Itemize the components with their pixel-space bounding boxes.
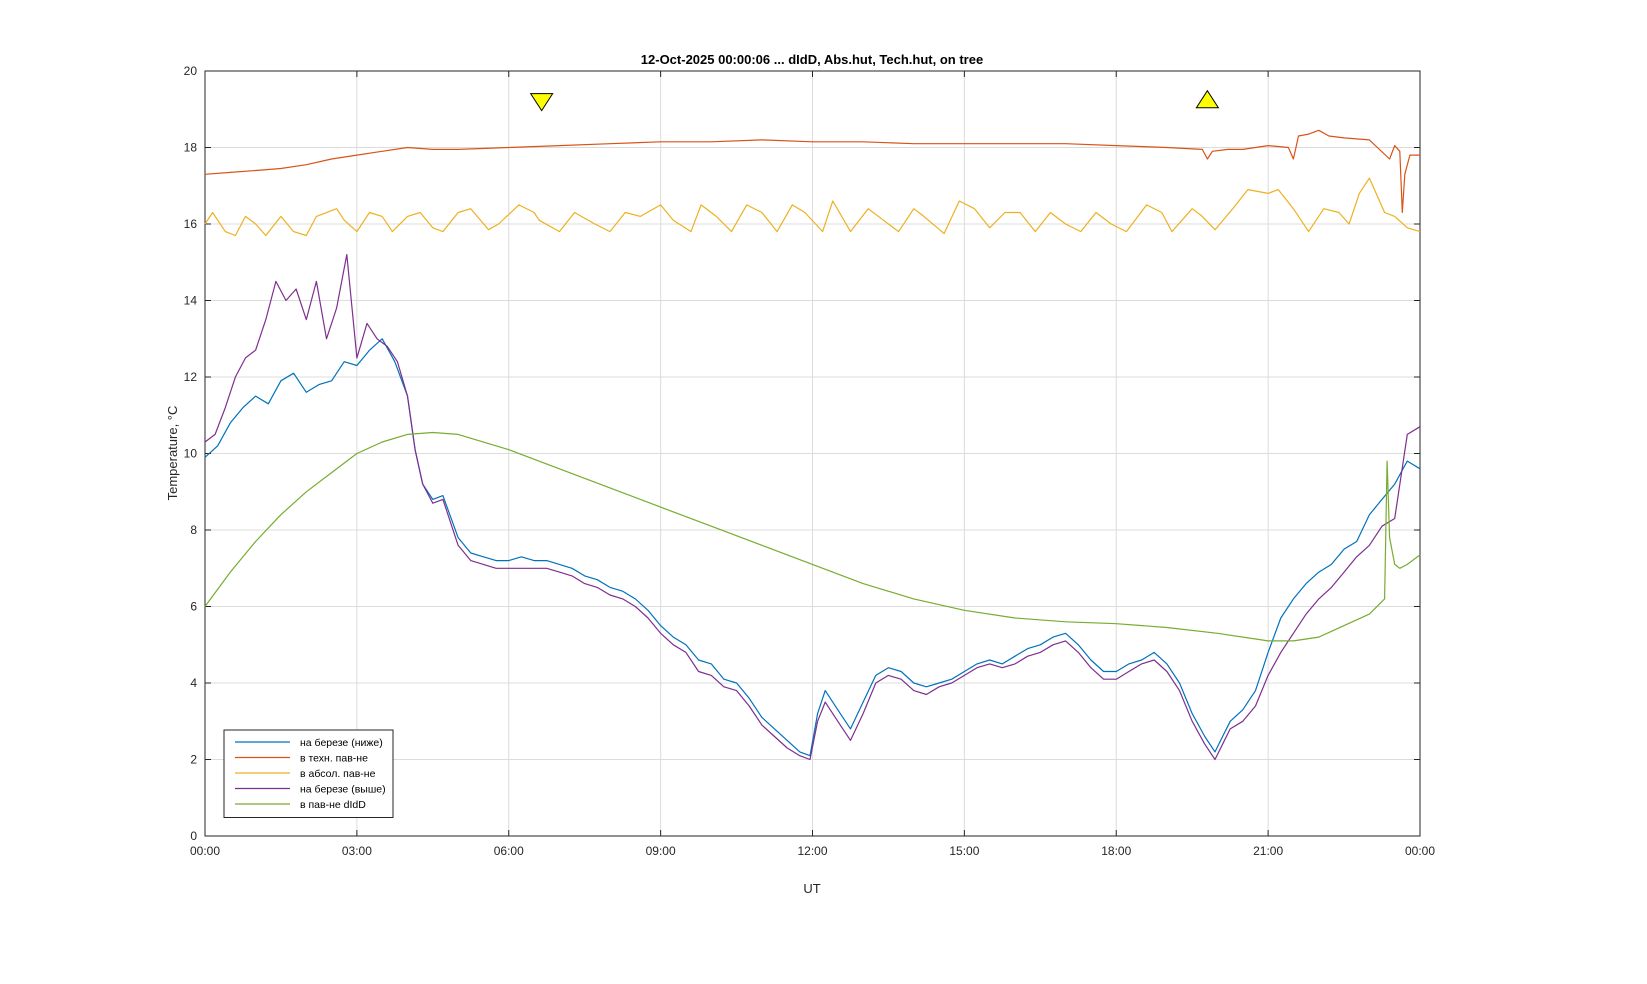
- plot-area: 00:00 03:00 06:00 09:00 12:00 15:00 18:00 21:00…: [184, 64, 1436, 858]
- x-axis-label: UT: [803, 881, 820, 896]
- y-tick-label: 12: [184, 370, 198, 384]
- legend-label: на березе (ниже): [300, 737, 383, 749]
- y-axis-label: Temperature, °C: [165, 406, 180, 501]
- legend-box: [223, 729, 394, 818]
- y-tick-label: 2: [190, 753, 197, 767]
- legend-label: в пав-не dIdD: [300, 799, 366, 811]
- series-line-2: [204, 177, 1421, 237]
- chart-title: 12-Oct-2025 00:00:06 ... dIdD, Abs.hut, …: [641, 52, 983, 67]
- y-tick-label: 0: [190, 829, 197, 843]
- x-tick-label: 15:00: [949, 844, 979, 858]
- marker-triangle-up: [1195, 89, 1220, 109]
- legend-label: на березе (выше): [300, 784, 386, 796]
- y-tick-label: 8: [190, 523, 197, 537]
- x-tick-label: 06:00: [494, 844, 524, 858]
- x-tick-label: 12:00: [797, 844, 827, 858]
- x-tick-label: 18:00: [1101, 844, 1131, 858]
- x-tick-label: 00:00: [1405, 844, 1435, 858]
- marker-triangle-down: [529, 93, 554, 112]
- y-tick-label: 4: [190, 676, 197, 690]
- series-line-3: [204, 254, 1421, 761]
- x-tick-label: 03:00: [342, 844, 372, 858]
- x-tick-label: 09:00: [646, 844, 676, 858]
- legend-label: в техн. пав-не: [300, 753, 368, 765]
- legend-label: в абсол. пав-не: [300, 768, 376, 780]
- y-tick-label: 20: [184, 64, 198, 78]
- y-tick-label: 6: [190, 600, 197, 614]
- series-line-1: [204, 129, 1420, 214]
- x-tick-label: 00:00: [190, 844, 220, 858]
- y-tick-label: 14: [184, 294, 198, 308]
- y-tick-label: 18: [184, 141, 198, 155]
- series-line-4: [204, 431, 1421, 642]
- y-tick-label: 16: [184, 217, 198, 231]
- y-tick-label: 10: [184, 447, 198, 461]
- x-tick-label: 21:00: [1253, 844, 1283, 858]
